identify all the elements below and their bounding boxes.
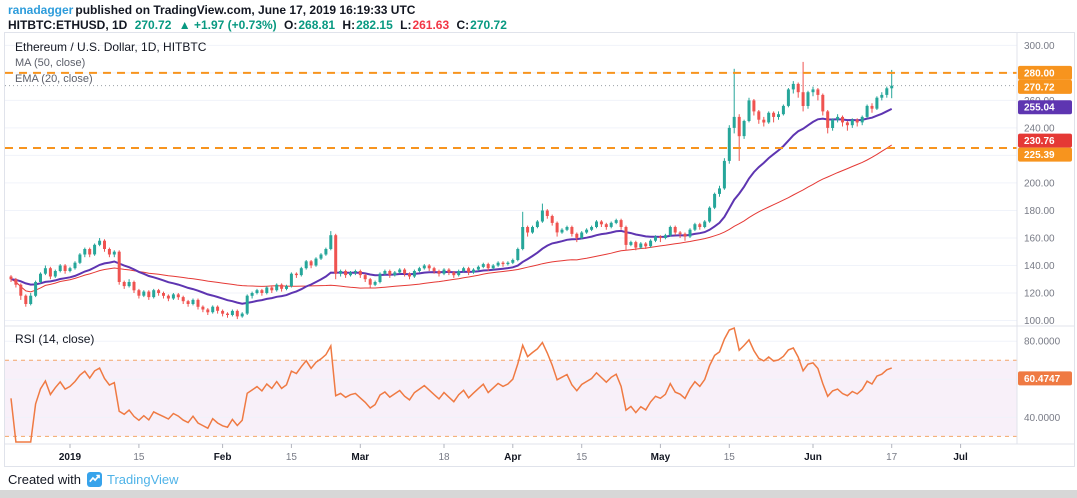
page-bottom-strip [0,490,1077,498]
svg-text:300.00: 300.00 [1024,41,1055,52]
svg-text:Jul: Jul [953,452,968,463]
quote-change: ▲ +1.97 (+0.73%) [178,18,277,32]
svg-text:18: 18 [438,452,450,463]
byline-text: published on TradingView.com, June 17, 2… [75,3,416,17]
svg-text:15: 15 [286,452,298,463]
quote-line: HITBTC:ETHUSD, 1D 270.72 ▲ +1.97 (+0.73%… [8,18,511,33]
svg-text:17: 17 [886,452,898,463]
chart-widget: 300.00280.00260.00240.00220.00200.00180.… [4,32,1075,467]
svg-text:270.72: 270.72 [1024,82,1055,93]
quote-symbol: HITBTC:ETHUSD, 1D [8,18,128,32]
quote-high-value: 282.15 [356,18,393,32]
main-pane-title: Ethereum / U.S. Dollar, 1D, HITBTC [15,40,207,54]
svg-text:Feb: Feb [214,452,232,463]
tradingview-logo-icon[interactable] [86,472,102,487]
svg-text:40.0000: 40.0000 [1024,413,1061,424]
svg-text:Jun: Jun [804,452,822,463]
svg-text:160.00: 160.00 [1024,234,1055,245]
svg-text:15: 15 [724,452,736,463]
svg-text:255.04: 255.04 [1024,103,1055,114]
quote-close-value: 270.72 [470,18,507,32]
svg-text:80.0000: 80.0000 [1024,337,1061,348]
attribution-footer: Created with TradingView [8,472,179,487]
svg-text:240.00: 240.00 [1024,123,1055,134]
price-axis-badge [1018,147,1072,162]
svg-text:15: 15 [576,452,588,463]
rsi-band [5,360,1017,437]
ma50-line [10,144,892,293]
svg-text:Mar: Mar [351,452,369,463]
tradingview-brand-link[interactable]: TradingView [106,472,179,487]
svg-text:15: 15 [133,452,145,463]
quote-low-label: L: [400,18,412,32]
svg-text:180.00: 180.00 [1024,206,1055,217]
ema20-line [10,108,893,305]
quote-high-label: H: [342,18,356,32]
quote-close-label: C: [456,18,470,32]
ma50-legend-label: MA (50, close) [15,57,86,69]
rsi-line [10,326,892,443]
svg-text:100.00: 100.00 [1024,316,1055,327]
svg-text:2019: 2019 [59,452,82,463]
quote-open-label: O: [284,18,298,32]
price-axis-badge [1018,79,1072,94]
svg-text:60.4747: 60.4747 [1024,374,1061,385]
rsi-pane-title: RSI (14, close) [15,332,95,346]
svg-text:200.00: 200.00 [1024,178,1055,189]
quote-low-value: 261.63 [412,18,450,32]
quote-last-price: 270.72 [134,18,172,32]
svg-text:230.76: 230.76 [1024,136,1055,147]
svg-text:Apr: Apr [504,452,521,463]
svg-text:140.00: 140.00 [1024,261,1055,272]
header: ranadagger published on TradingView.com, … [8,3,511,33]
svg-text:May: May [651,452,671,463]
price-axis-badge [1018,133,1072,148]
price-axis-badge [1018,100,1072,115]
byline-username[interactable]: ranadagger [8,3,74,17]
svg-text:225.39: 225.39 [1024,150,1055,161]
rsi-axis-badge [1018,371,1072,386]
price-chart-svg[interactable]: 300.00280.00260.00240.00220.00200.00180.… [5,33,1074,466]
svg-text:120.00: 120.00 [1024,289,1055,300]
quote-open-value: 268.81 [298,18,336,32]
svg-text:280.00: 280.00 [1024,68,1055,79]
created-with-text: Created with [8,472,81,487]
ema20-legend-label: EMA (20, close) [15,73,93,85]
byline: ranadagger published on TradingView.com, … [8,3,511,18]
price-axis-badge [1018,65,1072,80]
